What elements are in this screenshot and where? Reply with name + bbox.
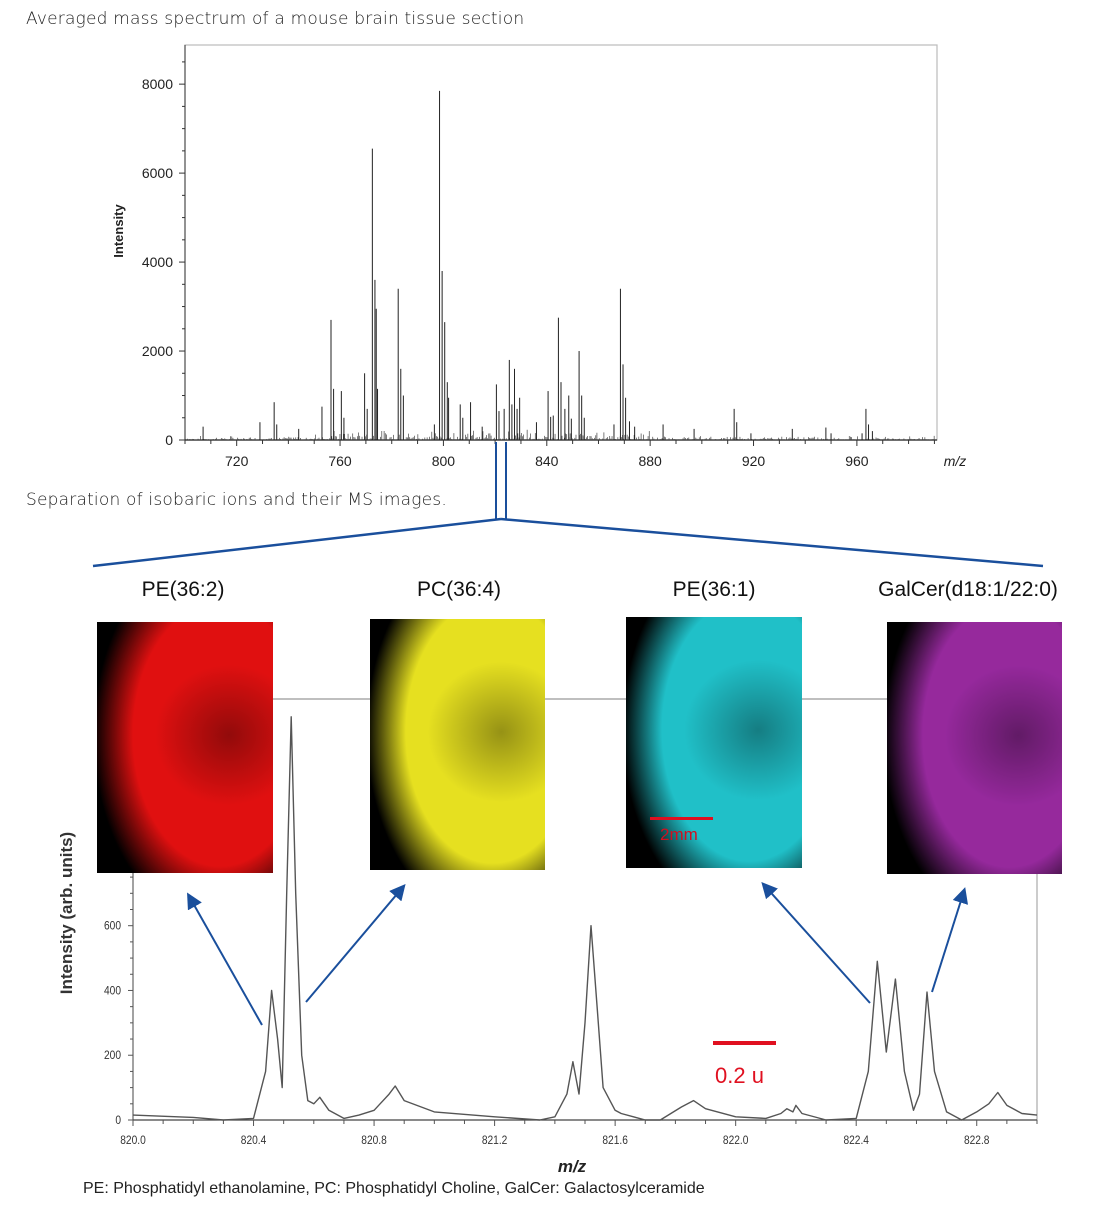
image-scale-label: 2mm	[660, 825, 698, 844]
y-axis-label: Intensity	[111, 204, 126, 258]
y-axis-label: Intensity (arb. units)	[57, 832, 76, 994]
ms-image-pe-36-1: 2mm	[626, 617, 802, 868]
x-tick-label: 820.4	[241, 1134, 267, 1147]
ms-image-pc-36-4	[370, 619, 545, 870]
image-label-pc-36-4: PC(36:4)	[416, 578, 502, 601]
top-caption: Averaged mass spectrum of a mouse brain …	[26, 9, 525, 29]
ms-image-pe-36-2	[97, 622, 273, 873]
footnote: PE: Phosphatidyl ethanolamine, PC: Phosp…	[83, 1180, 705, 1197]
x-tick-label: 822.4	[843, 1134, 869, 1147]
x-tick-label: 960	[845, 453, 869, 469]
spectrum-line	[132, 716, 1038, 1121]
x-tick-label: 821.6	[602, 1134, 628, 1147]
x-tick-label: 800	[432, 453, 456, 469]
x-tick-label: 840	[535, 453, 559, 469]
x-tick-label: 820.8	[361, 1134, 387, 1147]
y-tick-label: 6000	[142, 165, 173, 181]
x-tick-label: 820.0	[120, 1134, 146, 1147]
zoom-fan-right	[500, 517, 1044, 568]
x-tick-label: 822.8	[964, 1134, 990, 1147]
y-tick-label: 200	[104, 1050, 121, 1063]
y-tick-label: 0	[165, 432, 173, 448]
image-label-galcer: GalCer(d18:1/22:0)	[878, 578, 1058, 601]
y-tick-label: 4000	[142, 254, 173, 270]
zoomed-spectrum: 020040060011820.0820.4820.8821.2821.6822…	[57, 698, 1038, 1176]
overview-spectrum: 0 2000 4000 6000 8000 720 760 800 840 880 920 960 m/…	[111, 44, 967, 469]
y-tick-label: 400	[104, 985, 121, 998]
x-tick-label: 720	[225, 453, 249, 469]
image-scale-bar	[650, 817, 713, 820]
x-axis-label: m/z	[944, 453, 967, 469]
spectrum-scale-label: 0.2 u	[715, 1063, 764, 1088]
zoom-connectors	[92, 442, 1044, 568]
zoom-fan-left	[92, 517, 502, 568]
x-tick-label: 822.0	[723, 1134, 749, 1147]
y-tick-label: 2000	[142, 343, 173, 359]
middle-caption: Separation of isobaric ions and their MS…	[26, 490, 447, 510]
x-axis-label: m/z	[558, 1157, 587, 1176]
y-tick-label: 0	[115, 1114, 121, 1127]
image-label-pe-36-2: PE(36:2)	[141, 578, 225, 601]
y-tick-label: 8000	[142, 76, 173, 92]
y-tick-label: 600	[104, 920, 121, 933]
x-tick-label: 920	[742, 453, 766, 469]
x-tick-label: 880	[638, 453, 662, 469]
ms-image-galcer	[887, 622, 1062, 874]
x-tick-label: 821.2	[482, 1134, 508, 1147]
image-label-pe-36-1: PE(36:1)	[672, 578, 756, 601]
plot-frame	[184, 44, 938, 441]
x-tick-label: 760	[328, 453, 352, 469]
